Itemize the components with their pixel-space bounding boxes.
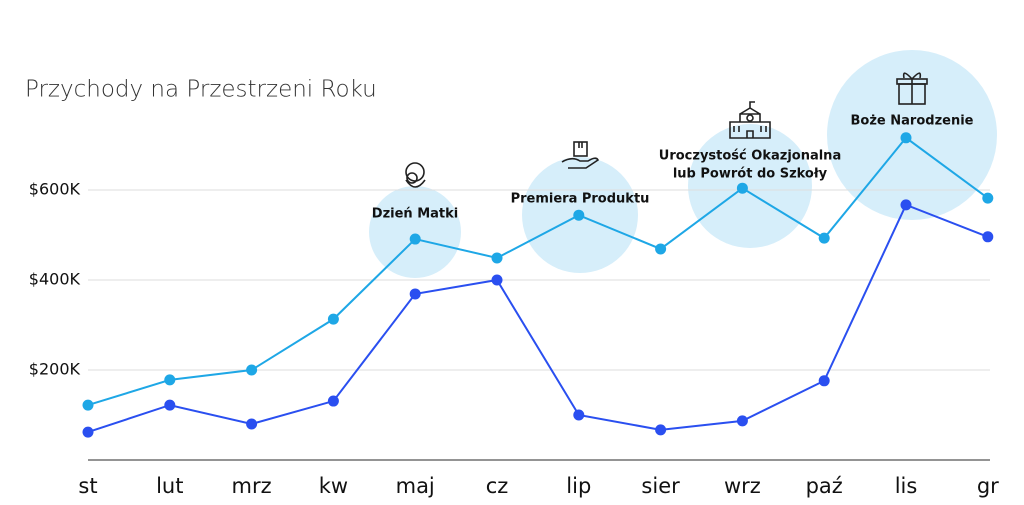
data-point [818,232,830,244]
data-point [327,395,339,407]
annotation-label: Dzień Matki [372,207,458,222]
data-point [982,192,994,204]
data-point [82,426,94,438]
data-point [900,199,912,211]
data-point [409,233,421,245]
x-tick-label: cz [486,474,509,498]
icon-part [405,162,425,182]
data-point [327,313,339,325]
icon-part [902,72,922,104]
x-tick-label: gr [977,474,999,498]
icon-part [729,101,771,139]
data-point [164,374,176,386]
annotation-icon [561,141,600,169]
data-point [573,409,585,421]
x-tick-label: mrz [232,474,272,498]
data-point [900,132,912,144]
highlight-bubble [688,124,812,248]
x-tick-label: wrz [724,474,761,498]
data-point [82,399,94,411]
data-point [655,243,667,255]
series-line [87,136,989,407]
data-point [491,252,503,264]
y-tick-label: $200K [29,360,81,379]
annotation-icon [896,72,928,105]
data-point [982,231,994,243]
annotation-label: Premiera Produktu [511,192,650,207]
x-tick-label: kw [319,474,348,498]
x-tick-label: lip [566,474,591,498]
highlight-bubble [369,186,461,278]
icon-part [573,141,588,157]
data-point [655,424,667,436]
icon-part [561,142,600,169]
icon-part [406,172,418,184]
icon-part [733,126,767,138]
series-line [87,203,989,434]
annotations [369,50,997,278]
data-point [164,399,176,411]
data-point [246,418,258,430]
data-point [736,415,748,427]
x-tick-label: sier [641,474,680,498]
y-tick-label: $400K [29,270,81,289]
icon-part [746,114,754,122]
annotation-label: Uroczystość Okazjonalna [659,149,841,164]
x-tick-label: maj [396,474,435,498]
chart-title: Przychody na Przestrzeni Roku [25,77,377,103]
annotation-icon [405,162,426,188]
annotation-icon [729,101,771,139]
x-tick-label: paź [806,474,843,498]
annotation-label: lub Powrót do Szkoły [673,167,828,182]
y-tick-label: $600K [29,180,81,199]
highlight-bubble [827,50,997,220]
annotation-label: Boże Narodzenie [851,114,974,129]
icon-part [405,179,426,188]
data-point [573,209,585,221]
x-tick-label: st [78,474,97,498]
x-tick-label: lis [895,474,918,498]
x-tick-label: lut [156,474,183,498]
data-point [491,274,503,286]
data-point [736,182,748,194]
data-point [409,288,421,300]
data-point [818,375,830,387]
data-point [246,364,258,376]
